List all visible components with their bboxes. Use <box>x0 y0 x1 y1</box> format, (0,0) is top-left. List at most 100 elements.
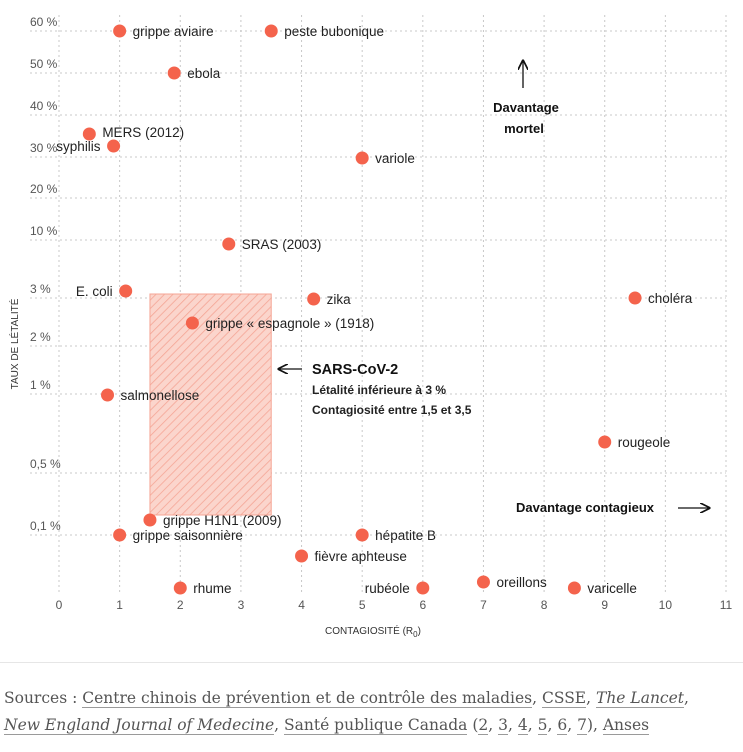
data-point-label: SRAS (2003) <box>242 237 322 252</box>
sep: , <box>684 689 689 707</box>
data-point <box>107 139 121 153</box>
data-point <box>567 581 581 595</box>
y-tick-label: 2 % <box>30 330 51 344</box>
paren-open: ( <box>467 716 479 734</box>
y-tick-label: 0,1 % <box>30 519 61 533</box>
data-point-label: choléra <box>648 291 693 306</box>
source-link-ccdc[interactable]: Centre chinois de prévention et de contr… <box>82 689 533 708</box>
source-link-lancet[interactable]: The Lancet <box>595 689 685 708</box>
data-point <box>628 291 642 305</box>
y-tick-label: 0,5 % <box>30 457 61 471</box>
source-link-nejm[interactable]: New England Journal of Medecine <box>4 716 275 735</box>
data-point-label: MERS (2012) <box>102 125 184 140</box>
source-link-5[interactable]: 5 <box>537 716 548 735</box>
annotations: SARS-CoV-2 Létalité inférieure à 3 % Con… <box>279 61 709 515</box>
source-link-canada[interactable]: Santé publique Canada <box>284 716 468 735</box>
data-point <box>101 388 115 402</box>
source-link-3[interactable]: 3 <box>498 716 509 735</box>
data-point <box>113 24 127 38</box>
x-tick-label: 9 <box>601 598 608 612</box>
x-tick-label: 0 <box>56 598 63 612</box>
data-point-label: zika <box>327 292 351 307</box>
data-point <box>185 316 199 330</box>
source-link-csse[interactable]: CSSE <box>541 689 587 708</box>
data-point <box>173 581 187 595</box>
sep: , <box>586 689 596 707</box>
data-point-label: peste bubonique <box>284 24 384 39</box>
data-point <box>113 528 127 542</box>
grid-lines <box>30 15 727 592</box>
data-point-label: grippe H1N1 (2009) <box>163 513 282 528</box>
data-point <box>476 575 490 589</box>
data-point <box>119 284 133 298</box>
deadly-line-2: mortel <box>504 121 544 136</box>
scatter-chart: 60 % 50 % 40 % 30 % 20 % 10 % 3 % 2 % 1 % 0,5 % 0,… <box>8 15 733 639</box>
x-tick-label: 1 <box>116 598 123 612</box>
y-axis-title: TAUX DE LÉTALITÉ <box>8 298 21 389</box>
data-point-label: oreillons <box>496 575 547 590</box>
data-point <box>355 151 369 165</box>
data-point-label: salmonellose <box>121 388 200 403</box>
data-point-label: grippe aviaire <box>133 24 214 39</box>
y-tick-label: 50 % <box>30 57 58 71</box>
x-tick-label: 3 <box>238 598 245 612</box>
sources-prefix: Sources : <box>4 689 83 707</box>
source-link-anses[interactable]: Anses <box>602 716 650 735</box>
y-axis-ticks: 60 % 50 % 40 % 30 % 20 % 10 % 3 % 2 % 1 % 0,5 % 0,… <box>30 15 61 533</box>
y-tick-label: 10 % <box>30 224 58 238</box>
data-point-label: hépatite B <box>375 528 436 543</box>
data-point <box>143 513 157 527</box>
data-points: grippe aviaire peste bubonique ebola MERS (… <box>56 24 693 596</box>
contagious-label: Davantage contagieux <box>516 500 655 515</box>
y-tick-label: 40 % <box>30 99 58 113</box>
data-point-label: grippe « espagnole » (1918) <box>205 316 374 331</box>
sars-line-2: Contagiosité entre 1,5 et 3,5 <box>312 403 472 417</box>
data-point <box>598 435 612 449</box>
x-tick-label: 10 <box>659 598 673 612</box>
sars-line-1: Létalité inférieure à 3 % <box>312 383 446 397</box>
sep: , <box>532 689 542 707</box>
y-tick-label: 20 % <box>30 182 58 196</box>
data-point-label: rougeole <box>618 435 671 450</box>
y-tick-label: 30 % <box>30 141 58 155</box>
x-axis-title: CONTAGIOSITÉ (R0) <box>325 624 421 639</box>
paren-close: ), <box>586 716 603 734</box>
data-point-label: grippe saisonnière <box>133 528 243 543</box>
data-point <box>82 127 96 141</box>
data-point <box>295 549 309 563</box>
data-point <box>307 292 321 306</box>
x-tick-label: 7 <box>480 598 487 612</box>
x-tick-label: 5 <box>359 598 366 612</box>
data-point <box>355 528 369 542</box>
sources-footnote: Sources : Centre chinois de prévention e… <box>0 662 743 752</box>
deadly-line-1: Davantage <box>493 100 559 115</box>
source-link-4[interactable]: 4 <box>517 716 528 735</box>
data-point <box>222 237 236 251</box>
data-point-label: varicelle <box>587 581 637 596</box>
data-point <box>416 581 430 595</box>
data-point <box>264 24 278 38</box>
source-link-2[interactable]: 2 <box>478 716 489 735</box>
y-tick-label: 3 % <box>30 282 51 296</box>
x-tick-label: 11 <box>720 598 733 612</box>
x-axis-ticks: 0 1 2 3 4 5 6 7 8 9 10 11 <box>56 598 733 612</box>
y-tick-label: 60 % <box>30 15 58 29</box>
data-point-label: ebola <box>187 66 221 81</box>
y-tick-label: 1 % <box>30 378 51 392</box>
source-link-6[interactable]: 6 <box>557 716 568 735</box>
sars-title: SARS-CoV-2 <box>312 362 398 378</box>
x-tick-label: 4 <box>298 598 305 612</box>
data-point-label: syphilis <box>56 139 101 154</box>
data-point-label: variole <box>375 151 415 166</box>
x-tick-label: 6 <box>419 598 426 612</box>
data-point <box>167 66 181 80</box>
x-tick-label: 2 <box>177 598 184 612</box>
data-point-label: E. coli <box>76 284 113 299</box>
sars-cov-2-region <box>149 293 272 516</box>
sars-cov-2-area <box>149 293 272 516</box>
source-link-7[interactable]: 7 <box>577 716 587 735</box>
data-point-label: rubéole <box>365 581 410 596</box>
data-point-label: rhume <box>193 581 231 596</box>
sep: , <box>274 716 285 734</box>
data-point-label: fièvre aphteuse <box>315 549 407 564</box>
